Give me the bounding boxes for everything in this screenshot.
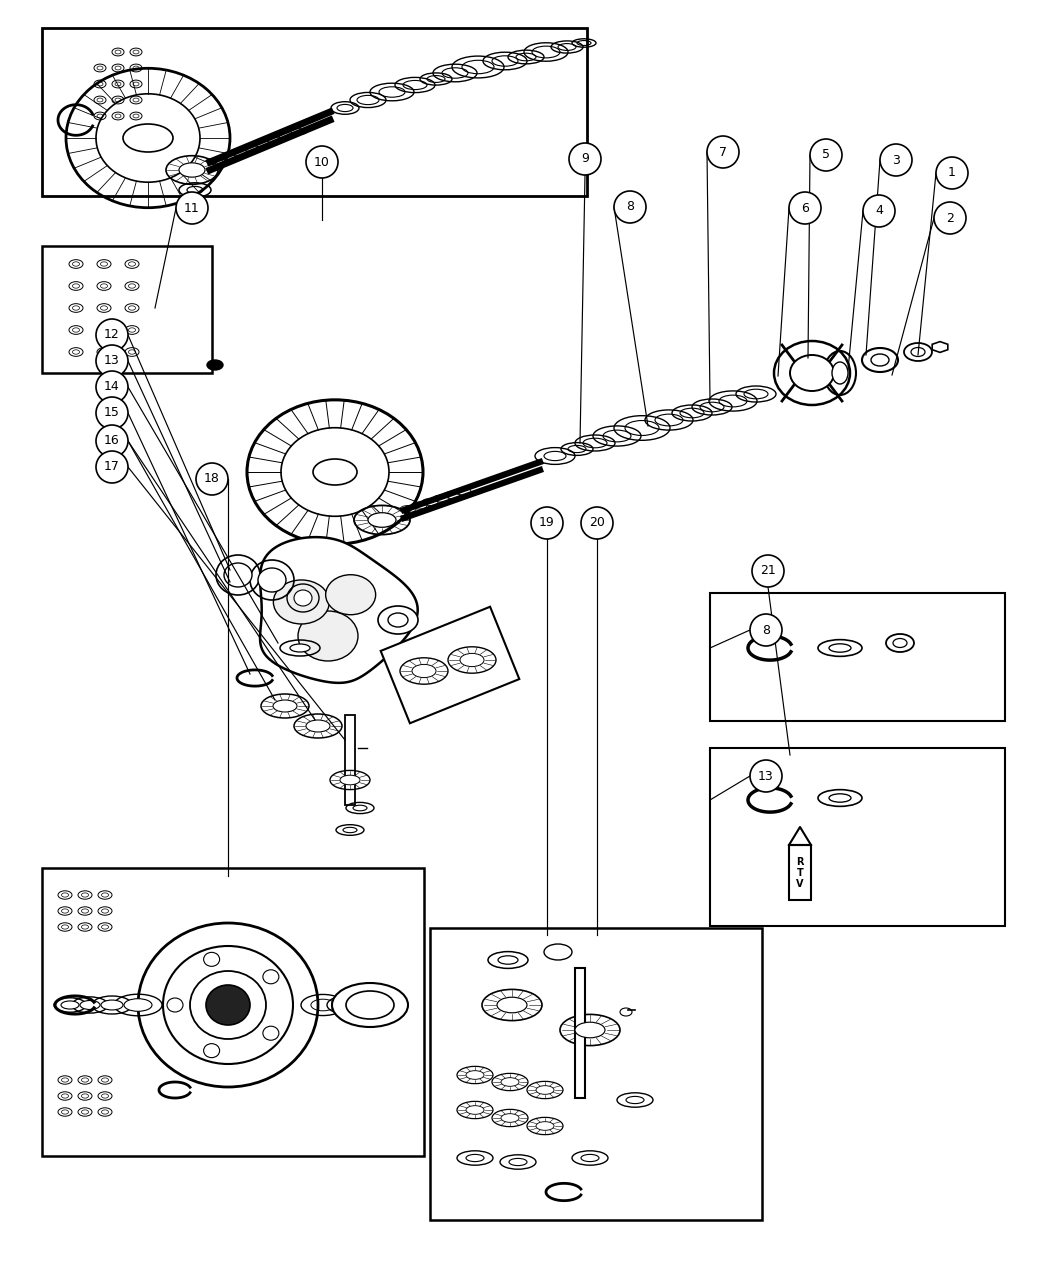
Ellipse shape	[123, 124, 173, 152]
Circle shape	[96, 345, 128, 377]
Ellipse shape	[536, 1086, 554, 1095]
Bar	[42, 868, 424, 1156]
Circle shape	[531, 506, 563, 538]
Ellipse shape	[273, 700, 297, 712]
Bar	[710, 593, 1006, 721]
Ellipse shape	[258, 568, 286, 592]
Text: 13: 13	[104, 354, 120, 367]
Circle shape	[196, 463, 228, 495]
Ellipse shape	[501, 1078, 519, 1086]
Circle shape	[96, 371, 128, 403]
Circle shape	[880, 145, 912, 177]
Text: 11: 11	[184, 202, 200, 215]
Text: 17: 17	[104, 460, 120, 473]
Ellipse shape	[273, 579, 329, 624]
Text: 15: 15	[104, 407, 120, 420]
Circle shape	[569, 143, 601, 175]
Ellipse shape	[190, 971, 266, 1039]
Circle shape	[750, 614, 782, 646]
Text: 9: 9	[581, 152, 589, 165]
Ellipse shape	[871, 354, 889, 366]
Ellipse shape	[466, 1105, 484, 1114]
Text: 21: 21	[760, 564, 776, 578]
Bar	[42, 28, 587, 196]
Circle shape	[96, 396, 128, 428]
Ellipse shape	[536, 1122, 554, 1131]
Ellipse shape	[326, 574, 375, 615]
Ellipse shape	[313, 459, 357, 485]
Text: 8: 8	[626, 201, 635, 214]
Text: 18: 18	[204, 472, 220, 486]
Bar	[345, 715, 355, 804]
Circle shape	[934, 202, 967, 234]
Polygon shape	[380, 606, 520, 723]
Ellipse shape	[501, 1114, 519, 1122]
Text: 1: 1	[948, 166, 956, 179]
Text: 5: 5	[822, 148, 829, 161]
Ellipse shape	[412, 664, 436, 678]
Ellipse shape	[179, 162, 204, 178]
Ellipse shape	[466, 1071, 484, 1079]
Bar	[789, 845, 811, 900]
Ellipse shape	[460, 654, 484, 666]
Text: 14: 14	[104, 380, 120, 394]
Circle shape	[96, 451, 128, 483]
Ellipse shape	[306, 720, 330, 732]
Ellipse shape	[911, 348, 925, 357]
Text: R
T
V: R T V	[796, 857, 804, 889]
Ellipse shape	[225, 563, 252, 587]
Ellipse shape	[575, 1022, 605, 1037]
Ellipse shape	[332, 984, 408, 1027]
Bar	[430, 929, 762, 1220]
Text: 3: 3	[892, 153, 900, 166]
Text: 20: 20	[589, 517, 605, 530]
Ellipse shape	[893, 638, 907, 647]
Text: 10: 10	[314, 156, 330, 169]
Ellipse shape	[790, 356, 834, 391]
Text: 13: 13	[758, 770, 774, 783]
Circle shape	[614, 191, 646, 223]
Circle shape	[752, 555, 784, 587]
Bar	[575, 968, 585, 1097]
Ellipse shape	[207, 359, 223, 370]
Circle shape	[581, 506, 613, 538]
Circle shape	[750, 760, 782, 792]
Ellipse shape	[340, 775, 360, 785]
Ellipse shape	[832, 362, 848, 384]
Text: 12: 12	[104, 329, 120, 341]
Ellipse shape	[61, 1001, 79, 1009]
Ellipse shape	[298, 611, 358, 661]
Circle shape	[863, 194, 895, 226]
Circle shape	[707, 136, 739, 168]
Polygon shape	[260, 537, 417, 683]
Text: 16: 16	[104, 435, 120, 448]
Circle shape	[176, 192, 208, 224]
Text: 4: 4	[875, 205, 883, 217]
Text: 19: 19	[540, 517, 554, 530]
Ellipse shape	[378, 606, 418, 634]
Ellipse shape	[368, 513, 396, 527]
Ellipse shape	[294, 590, 312, 606]
Circle shape	[811, 139, 842, 171]
Text: 2: 2	[946, 211, 954, 225]
Ellipse shape	[124, 999, 152, 1012]
Ellipse shape	[206, 985, 250, 1024]
Ellipse shape	[497, 998, 527, 1013]
Ellipse shape	[290, 645, 310, 652]
Circle shape	[96, 318, 128, 350]
Circle shape	[306, 146, 338, 178]
Ellipse shape	[80, 1000, 100, 1009]
Bar	[710, 748, 1006, 926]
Ellipse shape	[138, 923, 318, 1087]
Circle shape	[96, 425, 128, 457]
Bar	[42, 246, 212, 373]
Circle shape	[936, 157, 968, 189]
Ellipse shape	[101, 1000, 123, 1010]
Text: 7: 7	[719, 146, 727, 159]
Polygon shape	[932, 341, 948, 353]
Text: 8: 8	[762, 623, 770, 637]
Text: 6: 6	[801, 202, 808, 215]
Circle shape	[789, 192, 821, 224]
